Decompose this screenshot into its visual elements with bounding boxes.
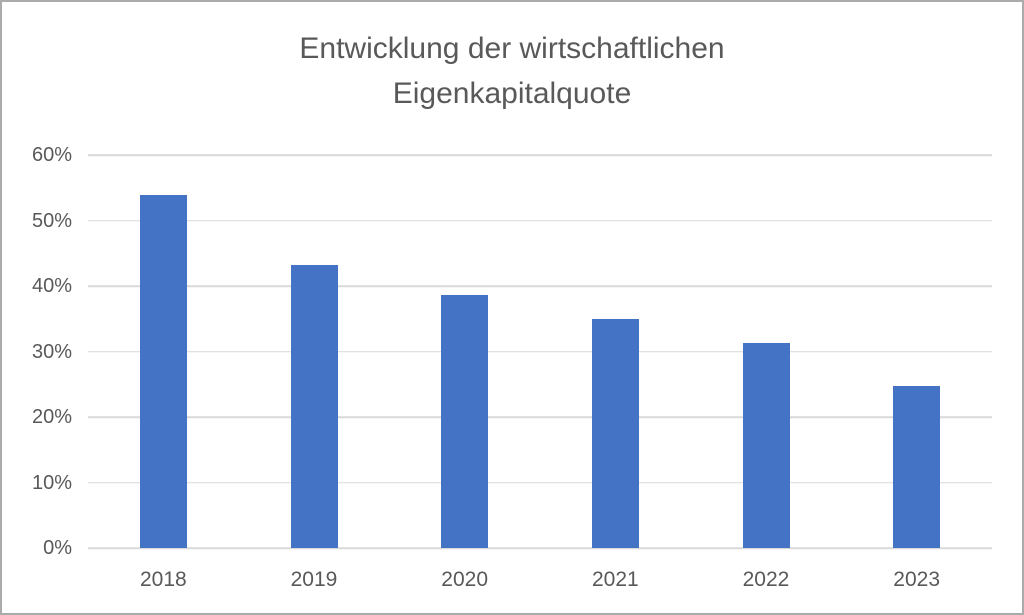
bar-2020	[441, 295, 489, 548]
y-axis-tick-label: 60%	[31, 144, 72, 166]
chart-title-text: Entwicklung der wirtschaftlichen Eigenka…	[299, 32, 725, 110]
y-axis-tick-label: 30%	[31, 340, 72, 363]
chart-title: Entwicklung der wirtschaftlichen Eigenka…	[2, 26, 1022, 116]
bar-2021	[591, 318, 639, 548]
x-axis-tick-label: 2020	[441, 568, 489, 591]
bar-2023	[893, 386, 941, 548]
x-axis-tick-label: 2022	[742, 568, 790, 591]
x-axis-tick-label: 2018	[139, 568, 187, 591]
gridline	[88, 547, 992, 549]
gridline	[88, 481, 992, 484]
gridline	[88, 219, 992, 222]
plot-area	[88, 154, 992, 549]
x-axis-tick-label: 2021	[591, 568, 639, 591]
bar-2019	[290, 265, 338, 548]
gridline	[88, 350, 992, 353]
y-axis-tick-label: 20%	[31, 406, 72, 428]
y-axis-tick-label: 0%	[43, 537, 72, 559]
y-axis-tick-label: 10%	[31, 471, 72, 494]
gridline	[88, 285, 992, 287]
bar-2018	[139, 194, 187, 548]
x-axis-tick-label: 2019	[290, 568, 338, 591]
y-axis-tick-label: 40%	[31, 275, 72, 297]
gridline	[88, 416, 992, 418]
x-axis-tick-label: 2023	[893, 568, 941, 591]
y-axis-tick-label: 50%	[31, 209, 72, 232]
gridline	[88, 154, 992, 156]
bar-2022	[742, 343, 790, 548]
